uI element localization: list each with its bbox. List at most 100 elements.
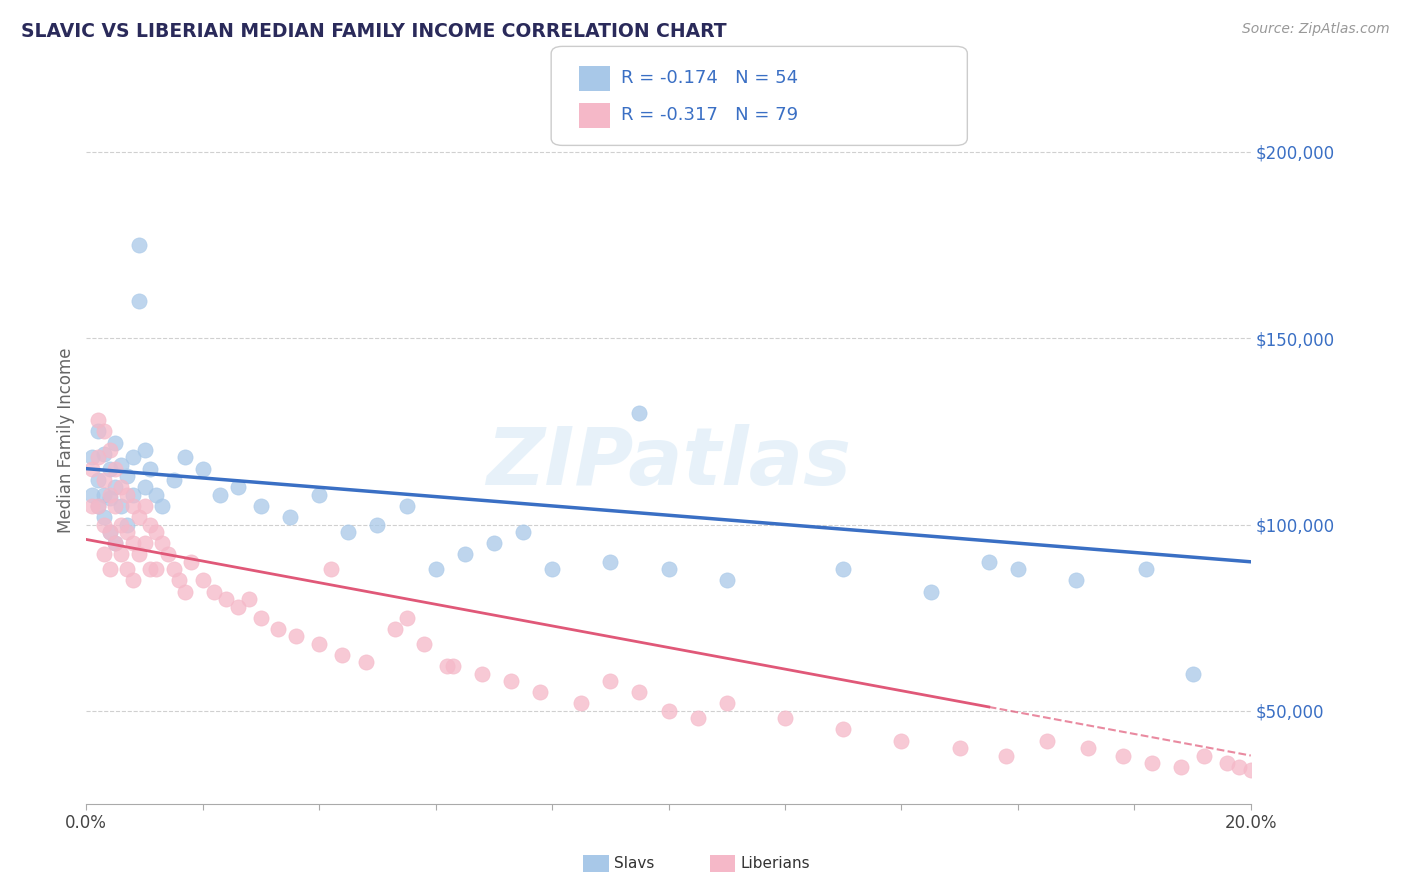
- Point: [395, 499, 418, 513]
- Point: [82, 488, 104, 502]
- Point: [87, 499, 110, 513]
- Point: [110, 480, 132, 494]
- Point: [977, 555, 1000, 569]
- Point: [98, 461, 121, 475]
- Point: [657, 562, 679, 576]
- Point: [93, 473, 115, 487]
- Point: [191, 461, 214, 475]
- Point: [599, 673, 621, 688]
- Point: [110, 547, 132, 561]
- Point: [1192, 748, 1215, 763]
- Point: [128, 293, 150, 308]
- Point: [98, 491, 121, 506]
- Point: [425, 562, 447, 576]
- Point: [122, 450, 145, 465]
- Point: [115, 469, 138, 483]
- Point: [128, 547, 150, 561]
- Point: [139, 517, 162, 532]
- Point: [145, 488, 167, 502]
- Point: [115, 562, 138, 576]
- Point: [82, 499, 104, 513]
- Point: [454, 547, 477, 561]
- Point: [104, 461, 127, 475]
- Point: [98, 488, 121, 502]
- Point: [1170, 760, 1192, 774]
- Point: [501, 673, 523, 688]
- Point: [174, 450, 197, 465]
- Point: [122, 574, 145, 588]
- Point: [215, 592, 238, 607]
- Point: [529, 685, 551, 699]
- Point: [441, 659, 464, 673]
- Point: [436, 659, 458, 673]
- Point: [226, 480, 249, 494]
- Point: [395, 610, 418, 624]
- Point: [93, 425, 115, 439]
- Point: [773, 711, 796, 725]
- Point: [115, 517, 138, 532]
- Point: [920, 584, 942, 599]
- Point: [82, 461, 104, 475]
- Point: [278, 510, 301, 524]
- Point: [93, 447, 115, 461]
- Point: [1135, 562, 1157, 576]
- Point: [569, 697, 592, 711]
- Point: [890, 733, 912, 747]
- Point: [145, 524, 167, 539]
- Point: [1181, 666, 1204, 681]
- Point: [104, 536, 127, 550]
- Point: [104, 499, 127, 513]
- Point: [250, 610, 273, 624]
- Point: [115, 488, 138, 502]
- Point: [122, 499, 145, 513]
- Point: [332, 648, 354, 662]
- Point: [354, 656, 377, 670]
- Text: R = -0.317   N = 79: R = -0.317 N = 79: [621, 106, 799, 124]
- Point: [134, 536, 156, 550]
- Point: [1216, 756, 1239, 770]
- Point: [1036, 733, 1059, 747]
- Point: [98, 524, 121, 539]
- Point: [541, 562, 564, 576]
- Point: [413, 637, 436, 651]
- Point: [93, 488, 115, 502]
- Point: [134, 480, 156, 494]
- Point: [716, 574, 738, 588]
- Point: [134, 499, 156, 513]
- Point: [1007, 562, 1029, 576]
- Text: Source: ZipAtlas.com: Source: ZipAtlas.com: [1241, 22, 1389, 37]
- Point: [134, 443, 156, 458]
- Point: [337, 524, 360, 539]
- Point: [1140, 756, 1163, 770]
- Point: [657, 704, 679, 718]
- Point: [226, 599, 249, 614]
- Text: Slavs: Slavs: [614, 856, 655, 871]
- Point: [110, 517, 132, 532]
- Point: [1077, 741, 1099, 756]
- Point: [169, 574, 191, 588]
- Point: [366, 517, 388, 532]
- Point: [162, 562, 184, 576]
- Point: [98, 524, 121, 539]
- Point: [87, 473, 110, 487]
- Point: [319, 562, 342, 576]
- Point: [110, 458, 132, 472]
- Point: [87, 499, 110, 513]
- Point: [599, 555, 621, 569]
- Point: [628, 685, 651, 699]
- Point: [93, 547, 115, 561]
- Point: [628, 406, 651, 420]
- Point: [87, 413, 110, 427]
- Point: [98, 562, 121, 576]
- Point: [104, 536, 127, 550]
- Point: [482, 536, 505, 550]
- Point: [150, 536, 173, 550]
- Point: [202, 584, 225, 599]
- Text: SLAVIC VS LIBERIAN MEDIAN FAMILY INCOME CORRELATION CHART: SLAVIC VS LIBERIAN MEDIAN FAMILY INCOME …: [21, 22, 727, 41]
- Point: [284, 629, 307, 643]
- Point: [1064, 574, 1087, 588]
- Point: [156, 547, 179, 561]
- Point: [128, 510, 150, 524]
- Point: [98, 443, 121, 458]
- Point: [191, 574, 214, 588]
